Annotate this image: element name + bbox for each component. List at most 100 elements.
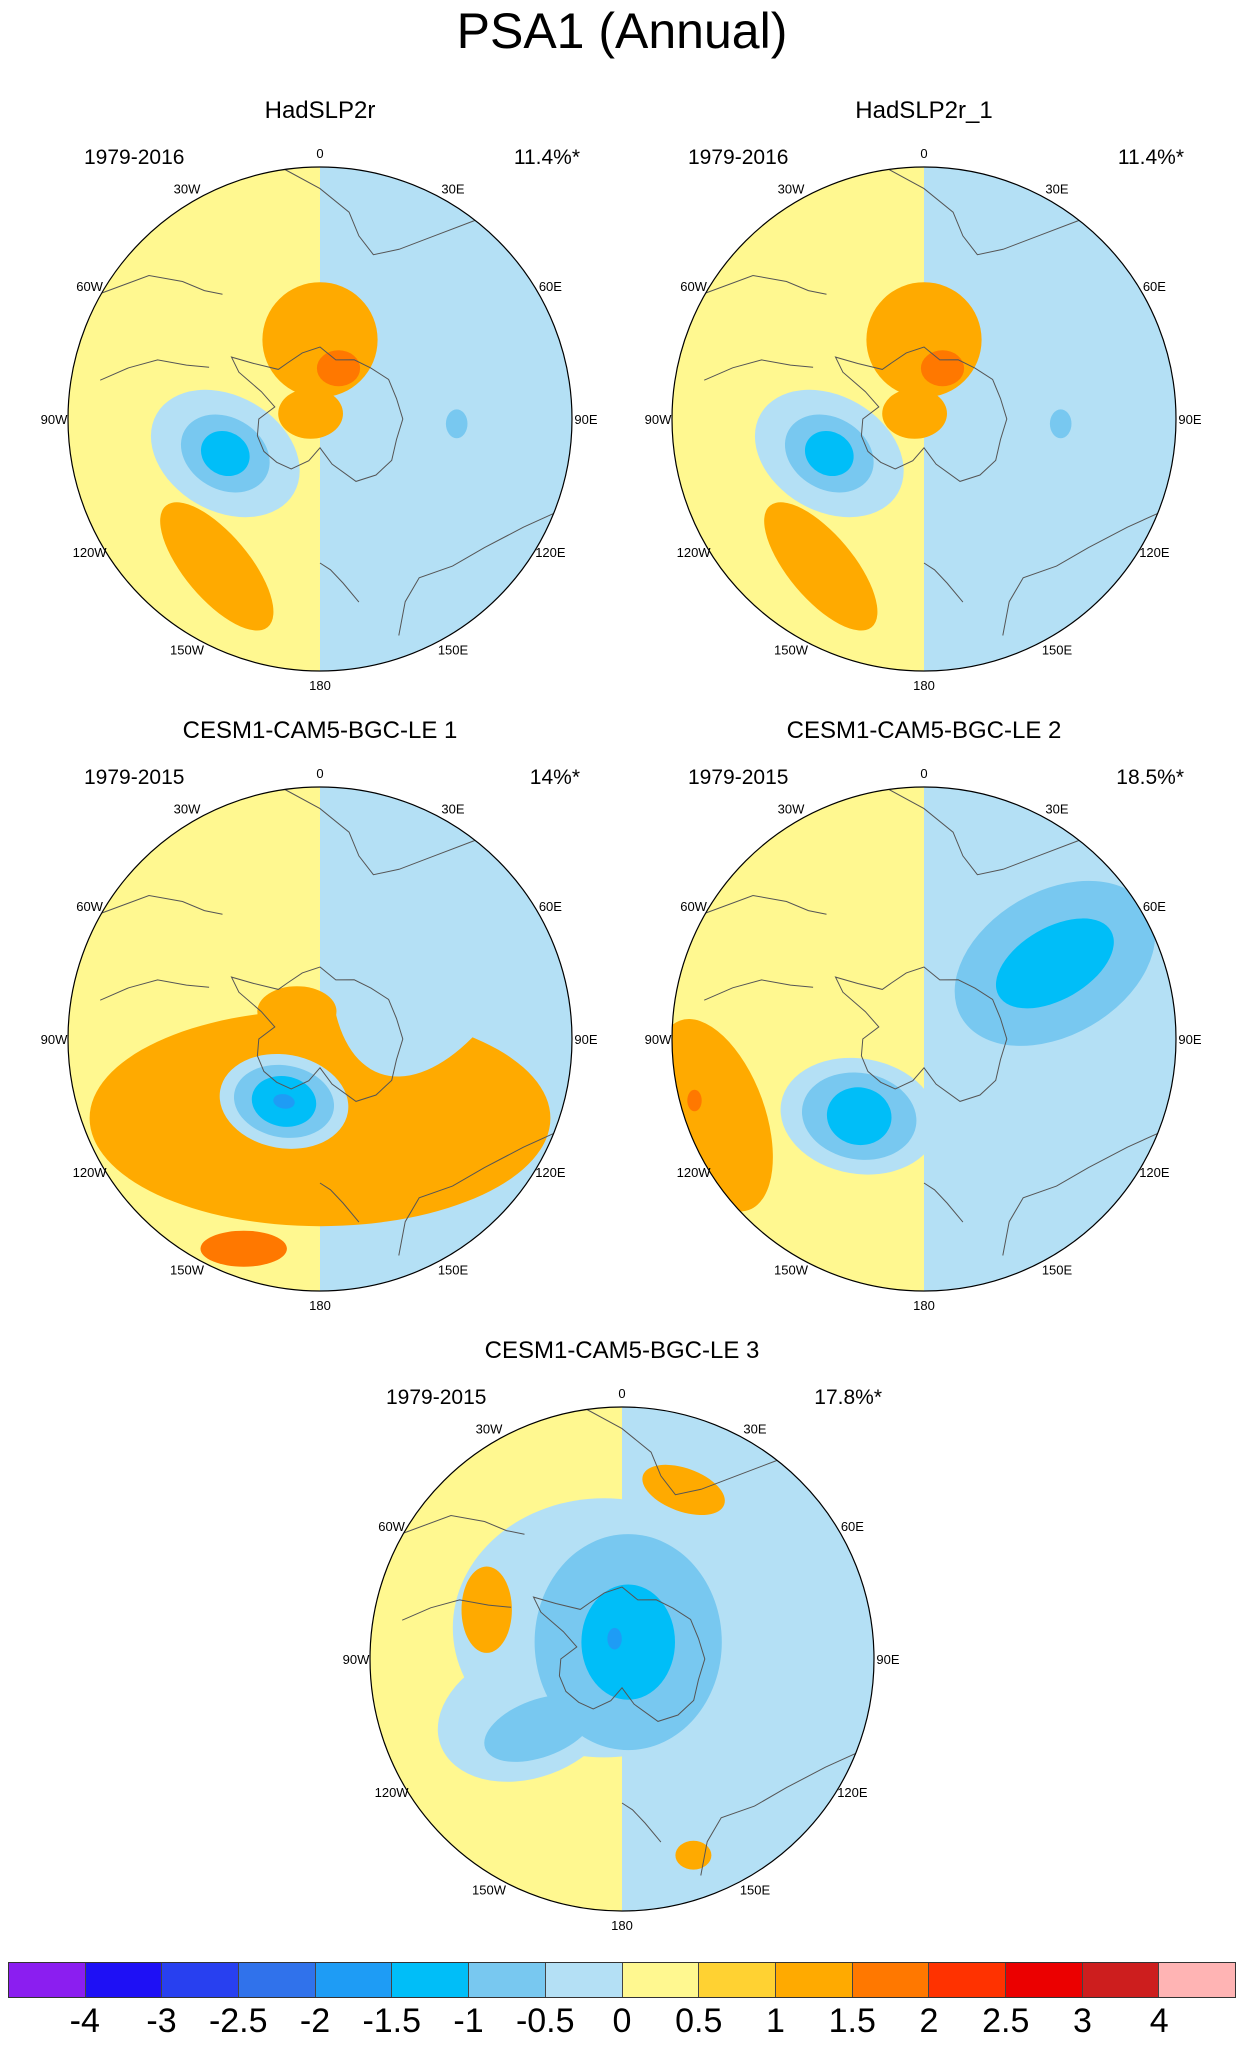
longitude-label: 30W [174, 802, 201, 817]
colorbar-labels: -4 -3 -2.5 -2 -1.5 -1 -0.5 0 0.5 1 1.5 2 2.5 3 4 [0, 2002, 1244, 2046]
longitude-label: 60W [680, 899, 707, 914]
longitude-label: 30W [778, 182, 805, 197]
positive-anomaly [278, 388, 343, 439]
positive-anomaly [764, 502, 878, 631]
colorbar-swatch [699, 1963, 776, 1997]
continent-coastline [100, 979, 210, 1001]
map-panel-cesm-le2: CESM1-CAM5-BGC-LE 2 1979-2015 18.5%* 0 30… [634, 716, 1214, 1326]
period-label: 1979-2016 [84, 146, 185, 169]
longitude-label: 60E [841, 1519, 864, 1534]
longitude-label: 30W [174, 182, 201, 197]
colorbar-tick-label: 1.5 [828, 2002, 876, 2040]
colorbar-swatch [392, 1963, 470, 1997]
longitude-label: 150E [1042, 642, 1073, 657]
longitude-label: 30E [1045, 802, 1068, 817]
colorbar-tick-label: 0 [612, 2002, 632, 2040]
longitude-label: 0 [920, 766, 927, 781]
map-panel-cesm-le3: CESM1-CAM5-BGC-LE 3 1979-2015 17.8%* 0 30… [332, 1336, 912, 1946]
continent-coastline [402, 1599, 512, 1621]
longitude-label: 60W [76, 899, 103, 914]
map-panel-hadslp2r: HadSLP2r 1979-2016 11.4%* 0 30E 60E 90E 120E… [30, 96, 610, 706]
antarctica-coastline [532, 1586, 706, 1722]
variance-label: 18.5%* [1116, 766, 1184, 789]
contour-field [68, 787, 572, 1291]
longitude-label: 180 [611, 1918, 633, 1933]
polar-map: 0 30E 60E 90E 120E 150E 180 150W 120W 90W 60W 30W [343, 1386, 900, 1933]
longitude-label: 30E [1045, 182, 1068, 197]
colorbar-tick-label: 1 [766, 2002, 785, 2040]
map-border [671, 786, 1177, 1292]
longitude-label: 90E [574, 412, 597, 427]
colorbar-tick-label: -2 [299, 2002, 331, 2040]
positive-anomaly [200, 1230, 287, 1267]
longitude-label: 30E [441, 182, 464, 197]
negative-anomaly [200, 430, 250, 477]
longitude-label: 180 [913, 1298, 935, 1313]
polar-map: 0 30E 60E 90E 120E 150E 180 150W 120W 90W 60W 30W [41, 766, 598, 1313]
continent-coastline [319, 562, 360, 603]
positive-anomaly [642, 1464, 725, 1516]
colorbar-swatch [85, 1963, 163, 1997]
negative-anomaly [273, 1094, 295, 1109]
continent-coastline [923, 562, 964, 603]
antarctica-coastline [230, 966, 404, 1102]
negative-anomaly [995, 918, 1114, 1009]
positive-anomaly [160, 502, 274, 631]
continent-coastline [1002, 512, 1158, 636]
positive-anomaly [920, 350, 965, 387]
map-border [671, 166, 1177, 672]
colorbar [8, 1962, 1236, 1998]
longitude-label: 120E [1139, 545, 1170, 560]
continent-coastline [284, 169, 476, 256]
negative-anomaly [804, 430, 854, 477]
continent-coastline [705, 274, 827, 295]
longitude-label: 90W [343, 1652, 370, 1667]
longitude-label: 150W [774, 642, 809, 657]
negative-anomaly [1049, 409, 1072, 439]
longitude-label: 0 [920, 146, 927, 161]
longitude-label: 120W [73, 1165, 108, 1180]
longitude-label: 150E [740, 1882, 771, 1897]
colorbar-swatch [852, 1963, 930, 1997]
positive-anomaly [316, 350, 361, 387]
positive-anomaly [882, 388, 947, 439]
longitude-label: 60E [539, 899, 562, 914]
colorbar-tick-label: 2.5 [982, 2002, 1030, 2040]
colorbar-swatch [469, 1963, 546, 1997]
longitude-label: 90E [1178, 412, 1201, 427]
variance-label: 11.4%* [1117, 146, 1184, 169]
panel-title: HadSLP2r [264, 97, 376, 124]
longitude-label: 120W [73, 545, 108, 560]
positive-anomaly [461, 1566, 512, 1653]
polar-map: 0 30E 60E 90E 120E 150E 180 150W 120W 90W 60W 30W [41, 146, 598, 693]
map-border [67, 166, 573, 672]
longitude-label: 30W [778, 802, 805, 817]
colorbar-swatch [775, 1963, 853, 1997]
continent-coastline [101, 894, 223, 915]
continent-coastline [398, 1132, 554, 1256]
polar-map: 0 30E 60E 90E 120E 150E 180 150W 120W 90W 60W 30W [645, 766, 1202, 1313]
positive-anomaly [675, 1840, 712, 1870]
map-panel-cesm-le1: CESM1-CAM5-BGC-LE 1 1979-2015 14%* 0 30E 6… [30, 716, 610, 1326]
longitude-label: 150E [438, 1262, 469, 1277]
colorbar-tick-label: -1 [453, 2002, 484, 2040]
continent-coastline [586, 1409, 778, 1496]
colorbar-swatch [622, 1963, 700, 1997]
panel-title: CESM1-CAM5-BGC-LE 3 [484, 1337, 760, 1364]
negative-anomaly [607, 1627, 622, 1650]
longitude-label: 150E [1042, 1262, 1073, 1277]
continent-coastline [284, 789, 476, 876]
colorbar-swatch [239, 1963, 316, 1997]
period-label: 1979-2015 [84, 766, 185, 789]
colorbar-swatch [1159, 1963, 1235, 1997]
positive-anomaly [262, 282, 378, 398]
colorbar-tick-label: 3 [1073, 2002, 1092, 2040]
contour-field [68, 167, 572, 671]
longitude-label: 120E [535, 1165, 566, 1180]
longitude-label: 30E [441, 802, 464, 817]
colorbar-swatch [929, 1963, 1006, 1997]
longitude-label: 60W [76, 279, 103, 294]
longitude-label: 30W [476, 1422, 503, 1437]
colorbar-tick-label: 0.5 [675, 2002, 723, 2040]
longitude-label: 150W [170, 642, 205, 657]
